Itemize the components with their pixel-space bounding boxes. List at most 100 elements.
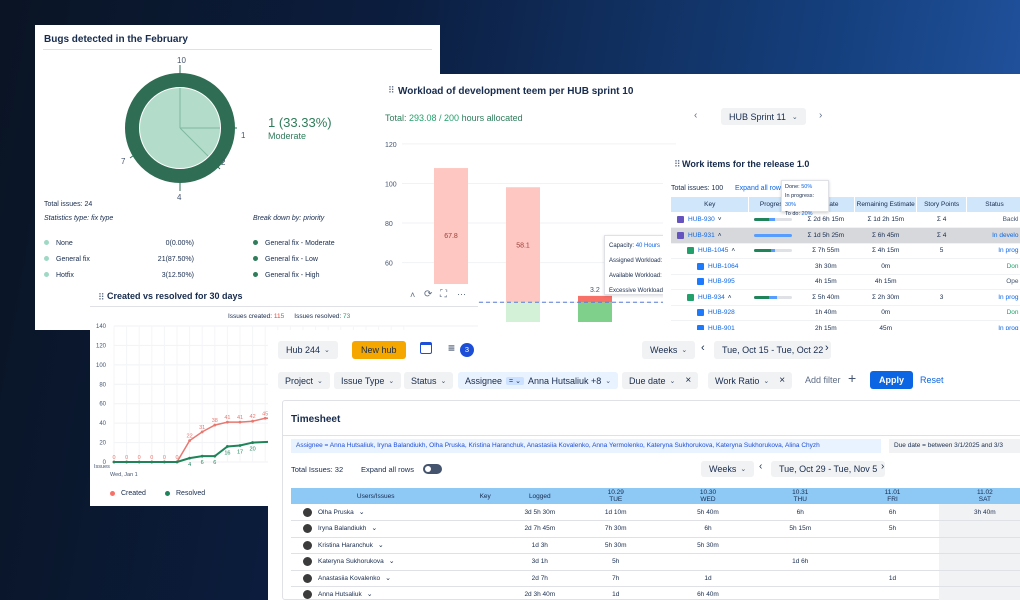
weeks2-select[interactable]: Weeks ⌄ bbox=[701, 461, 755, 477]
chevron-down-icon[interactable]: ⌄ bbox=[358, 508, 365, 516]
release-row[interactable]: HUB-901 2h 15m 45m In prog bbox=[671, 321, 1020, 331]
drag-handle-icon[interactable]: ⠿ bbox=[388, 85, 395, 95]
legend-dot-icon bbox=[44, 239, 49, 245]
resolved-point bbox=[238, 444, 242, 447]
apply-button[interactable]: Apply bbox=[870, 371, 914, 389]
date-range2[interactable]: Tue, Oct 29 - Tue, Nov 5 bbox=[771, 461, 886, 477]
chevron-down-icon: ⌄ bbox=[740, 466, 747, 473]
release-row[interactable]: HUB-930 ˅ Σ 2d 6h 15m Σ 1d 2h 15m Σ 4 Backl bbox=[671, 212, 1020, 228]
release-row[interactable]: HUB-928 1h 40m 0m Don bbox=[671, 305, 1020, 321]
expand-toggle[interactable] bbox=[423, 464, 442, 474]
refresh-icon[interactable]: ⟳ bbox=[424, 289, 433, 300]
status-tip-value: 20% bbox=[801, 211, 813, 217]
filter-status[interactable]: Status ⌄ bbox=[404, 372, 454, 389]
day-cell bbox=[938, 537, 1020, 554]
timesheet-row[interactable]: Kristina Haranchuk ⌄ 1d 3h 5h 30m 5h 30m bbox=[291, 537, 1020, 554]
next-sprint-icon[interactable]: › bbox=[819, 110, 823, 121]
timesheet-header-row: Users/Issues Key Logged 10.29 TUE 10.30 WED 10.… bbox=[291, 488, 1020, 504]
next-week-icon[interactable]: › bbox=[881, 461, 885, 472]
issue-key[interactable]: HUB-995 bbox=[708, 278, 735, 286]
prev-sprint-icon[interactable]: ‹ bbox=[694, 110, 698, 121]
release-row[interactable]: HUB-931 ˄ Σ 1d 5h 25m Σ 6h 45m Σ 4 In develo bbox=[671, 227, 1020, 243]
date-range[interactable]: Tue, Oct 15 - Tue, Oct 22 bbox=[714, 341, 832, 359]
created-point bbox=[238, 420, 242, 424]
filter-work-ratio[interactable]: Work Ratio ⌄ × bbox=[708, 372, 793, 389]
issue-key[interactable]: HUB-1045 bbox=[698, 247, 729, 255]
release-row[interactable]: HUB-934 ˄ Σ 5h 40m Σ 2h 30m 3 In prog bbox=[671, 290, 1020, 305]
status-tip-row: Done: 50% bbox=[785, 183, 825, 192]
donut-label: 7 bbox=[121, 157, 126, 166]
hub-select[interactable]: Hub 244 ⌄ bbox=[278, 341, 338, 359]
prev-week-icon[interactable]: ‹ bbox=[701, 342, 705, 354]
assignee-op[interactable]: = ⌄ bbox=[506, 376, 524, 385]
timesheet-row[interactable]: Anastasiia Kovalenko ⌄ 2d 7h 7h 1d 1d bbox=[291, 570, 1020, 587]
timesheet-panel: Hub 244 ⌄ New hub ≡ 3 Weeks ⌄ ‹ Tue, Oct 1… bbox=[268, 330, 1020, 600]
filter-label: Work Ratio bbox=[715, 375, 760, 386]
more-icon[interactable]: ⋯ bbox=[457, 289, 466, 299]
chevron-down-icon[interactable]: ⌄ bbox=[371, 525, 378, 533]
issue-key[interactable]: HUB-931 bbox=[688, 231, 715, 239]
caret-icon[interactable]: ˄ bbox=[717, 231, 722, 239]
release-row[interactable]: HUB-1064 3h 30m 0m Don bbox=[671, 259, 1020, 274]
chevron-down-icon[interactable]: ⌄ bbox=[377, 541, 384, 549]
chevron-down-icon[interactable]: ⌄ bbox=[385, 574, 392, 582]
issue-key[interactable]: HUB-901 bbox=[708, 324, 735, 331]
expand-all-link[interactable]: Expand all rows bbox=[735, 185, 785, 192]
y-tick-label: 100 bbox=[385, 181, 397, 188]
close-icon[interactable]: × bbox=[685, 375, 692, 386]
sprint-select[interactable]: HUB Sprint 11 ⌄ bbox=[721, 108, 806, 125]
timesheet-row[interactable]: Olha Pruska ⌄ 3d 5h 30m 1d 10m 5h 40m 6h 6h 3h … bbox=[291, 504, 1020, 521]
bugs-left-list: None 0(0.00%) General fix 21(87.50%) Hotfix 3… bbox=[44, 235, 194, 283]
filter-assignee[interactable]: Assignee = ⌄ Anna Hutsaliuk +8 ⌄ bbox=[458, 372, 619, 389]
caret-icon[interactable]: ˄ bbox=[731, 247, 736, 255]
issue-type-icon bbox=[677, 231, 684, 239]
y-tick-label: 80 bbox=[385, 221, 393, 228]
reset-link[interactable]: Reset bbox=[920, 375, 944, 385]
weeks-select[interactable]: Weeks ⌄ bbox=[642, 341, 696, 359]
caret-icon[interactable]: ˄ bbox=[727, 293, 732, 301]
release-row[interactable]: HUB-1045 ˄ Σ 7h 55m Σ 4h 15m 5 In prog bbox=[671, 243, 1020, 259]
close-icon[interactable]: × bbox=[779, 375, 786, 386]
filter-project[interactable]: Project ⌄ bbox=[278, 372, 330, 389]
drag-handle-icon[interactable]: ⠿ bbox=[98, 292, 105, 302]
bugs-row-value: 0(0.00%) bbox=[165, 239, 194, 247]
issue-key[interactable]: HUB-934 bbox=[698, 293, 725, 301]
timesheet-row[interactable]: Iryna Balandiukh ⌄ 2d 7h 45m 7h 30m 6h 5h 15m… bbox=[291, 520, 1020, 537]
collapse-icon[interactable]: ˄ bbox=[410, 290, 416, 300]
plus-icon[interactable]: + bbox=[848, 370, 857, 386]
timesheet-row[interactable]: Kateryna Sukhorukova ⌄ 3d 1h 5h 1d 6h bbox=[291, 553, 1020, 570]
timesheet-row[interactable]: Anna Hutsaliuk ⌄ 2d 3h 40m 1d 6h 40m bbox=[291, 586, 1020, 600]
filter-due-date[interactable]: Due date ⌄ × bbox=[622, 372, 699, 389]
prev-week-icon[interactable]: ‹ bbox=[759, 461, 763, 472]
issue-key[interactable]: HUB-1064 bbox=[708, 262, 739, 270]
chevron-down-icon[interactable]: ⌄ bbox=[366, 591, 373, 599]
fullscreen-icon[interactable]: ⛶ bbox=[440, 289, 447, 300]
new-hub-button[interactable]: New hub bbox=[352, 341, 406, 359]
bar-over bbox=[578, 295, 612, 303]
add-filter-link[interactable]: Add filter bbox=[805, 375, 841, 385]
resolved-stat-value: 73 bbox=[343, 313, 351, 320]
filter-icon[interactable]: ≡ bbox=[448, 341, 456, 355]
drag-handle-icon[interactable]: ⠿ bbox=[674, 159, 681, 169]
day-cell: 5h 15m bbox=[789, 525, 812, 533]
donut-label: 10 bbox=[177, 56, 186, 65]
donut-ring bbox=[125, 73, 235, 183]
release-row[interactable]: HUB-995 4h 15m 4h 15m Ope bbox=[671, 274, 1020, 290]
created-label: 0 bbox=[138, 455, 141, 461]
chevron-down-icon[interactable]: ⌄ bbox=[388, 558, 395, 566]
created-stat-label: Issues created: bbox=[228, 313, 274, 320]
filter-issue-type[interactable]: Issue Type ⌄ bbox=[334, 372, 402, 389]
caret-icon[interactable]: ˅ bbox=[717, 216, 722, 224]
filter-label: Issue Type bbox=[341, 375, 385, 386]
logged-cell: 2d 7h 45m bbox=[524, 525, 556, 533]
created-point bbox=[188, 439, 191, 443]
day-cell: 6h bbox=[796, 508, 804, 516]
divider bbox=[90, 306, 478, 307]
next-week-icon[interactable]: › bbox=[825, 342, 829, 354]
issue-key[interactable]: HUB-928 bbox=[708, 309, 735, 317]
user-cell: Kristina Haranchuk ⌄ bbox=[291, 537, 460, 554]
calendar-icon[interactable] bbox=[420, 342, 432, 354]
chevron-down-icon: ⌄ bbox=[605, 377, 612, 385]
bugs-stat-type: Statistics type: fix type bbox=[44, 215, 114, 222]
issue-key[interactable]: HUB-930 bbox=[688, 216, 715, 224]
